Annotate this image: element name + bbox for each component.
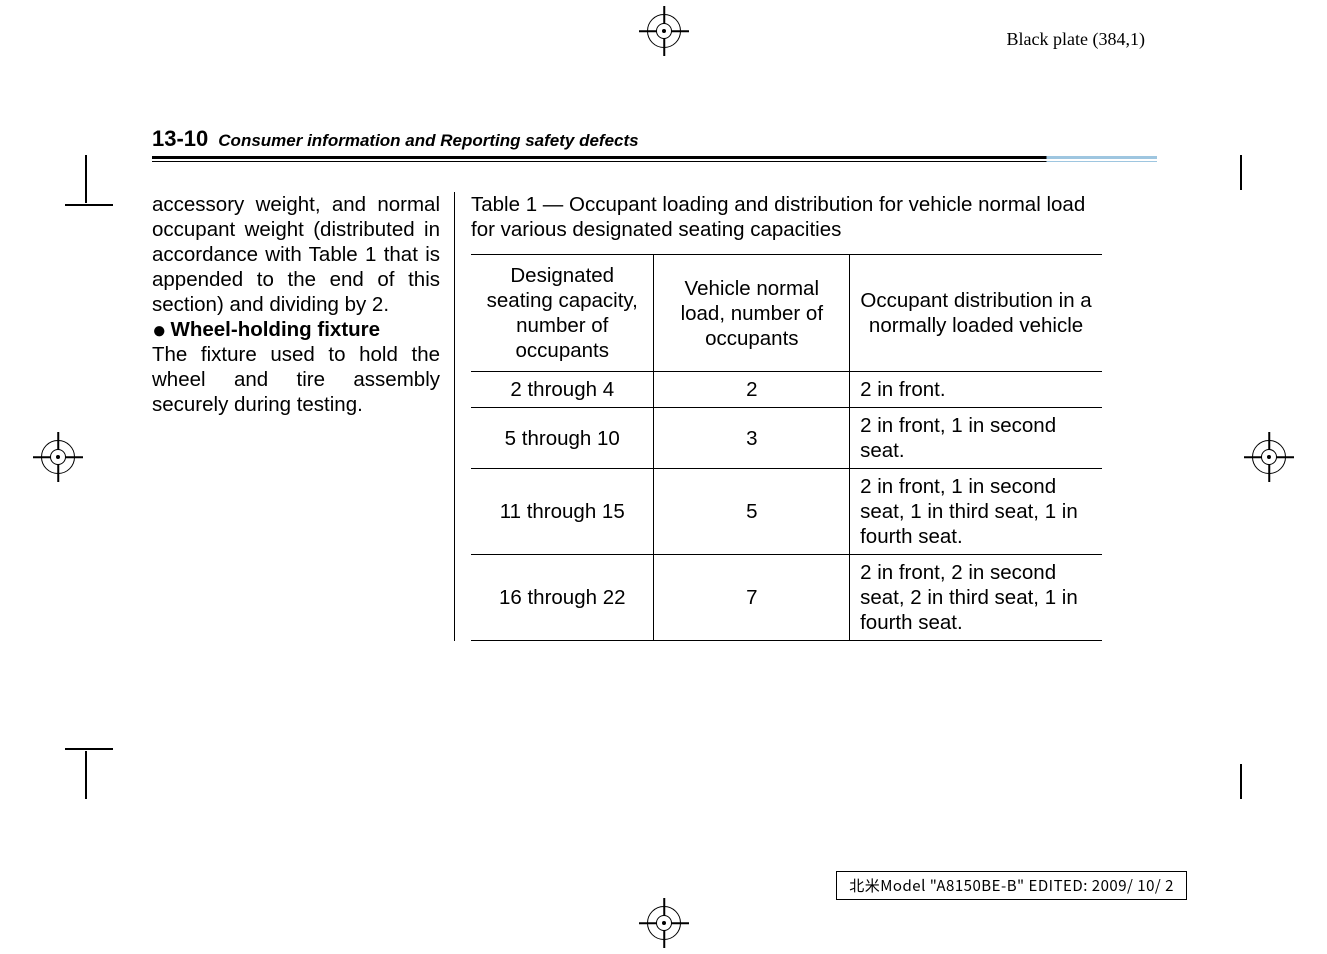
body-columns: accessory weight, and normal occupant we… [152, 192, 1102, 641]
table-cell: 5 [654, 469, 850, 555]
body-paragraph: accessory weight, and normal occupant we… [152, 192, 440, 317]
table-row: 16 through 22 7 2 in front, 2 in second … [471, 555, 1102, 641]
table-row: 11 through 15 5 2 in front, 1 in second … [471, 469, 1102, 555]
table-caption: Table 1 — Occupant loading and distribut… [471, 192, 1102, 242]
page-content: 13-10 Consumer information and Reporting… [152, 126, 1102, 641]
footer-edit-stamp: 北米Model "A8150BE-B" EDITED: 2009/ 10/ 2 [836, 871, 1187, 900]
table-cell: 7 [654, 555, 850, 641]
seating-table: Designated seating capacity, number of o… [471, 254, 1102, 641]
footer-text: 北米Model "A8150BE-B" EDITED: 2009/ 10/ 2 [849, 875, 1174, 896]
table-row: 2 through 4 2 2 in front. [471, 372, 1102, 408]
table-header-cell: Vehicle normal load, number of occupants [654, 255, 850, 372]
registration-target-right [1252, 440, 1286, 474]
registration-target-bottom [647, 906, 681, 940]
table-row: 5 through 10 3 2 in front, 1 in second s… [471, 408, 1102, 469]
bullet-label: Wheel-holding fixture [171, 318, 381, 341]
section-title: Consumer information and Reporting safet… [218, 131, 638, 151]
registration-target-left [41, 440, 75, 474]
table-header-cell: Designated seating capacity, number of o… [471, 255, 654, 372]
right-column: Table 1 — Occupant loading and distribut… [455, 192, 1102, 641]
left-column: accessory weight, and normal occupant we… [152, 192, 455, 641]
table-cell: 2 [654, 372, 850, 408]
bullet-icon: ● [152, 317, 171, 344]
table-cell: 2 in front, 1 in second seat, 1 in third… [850, 469, 1102, 555]
header-underline [152, 156, 1102, 162]
bullet-heading: ●Wheel-holding fixture [152, 317, 440, 342]
section-header: 13-10 Consumer information and Reporting… [152, 126, 1102, 152]
crop-mark [85, 751, 87, 799]
table-cell: 2 in front, 1 in second seat. [850, 408, 1102, 469]
table-cell: 2 in front. [850, 372, 1102, 408]
crop-mark [1240, 764, 1242, 799]
table-cell: 16 through 22 [471, 555, 654, 641]
table-cell: 2 in front, 2 in second seat, 2 in third… [850, 555, 1102, 641]
table-header-cell: Occupant distribution in a normally load… [850, 255, 1102, 372]
table-cell: 2 through 4 [471, 372, 654, 408]
crop-mark [85, 155, 87, 203]
table-cell: 3 [654, 408, 850, 469]
plate-label: Black plate (384,1) [1007, 29, 1145, 50]
crop-mark [1240, 155, 1242, 190]
crop-mark [65, 204, 113, 206]
body-paragraph: The fixture used to hold the wheel and t… [152, 342, 440, 417]
section-number: 13-10 [152, 126, 208, 152]
table-header-row: Designated seating capacity, number of o… [471, 255, 1102, 372]
table-cell: 5 through 10 [471, 408, 654, 469]
crop-mark [65, 748, 113, 750]
registration-target-top [647, 14, 681, 48]
table-cell: 11 through 15 [471, 469, 654, 555]
